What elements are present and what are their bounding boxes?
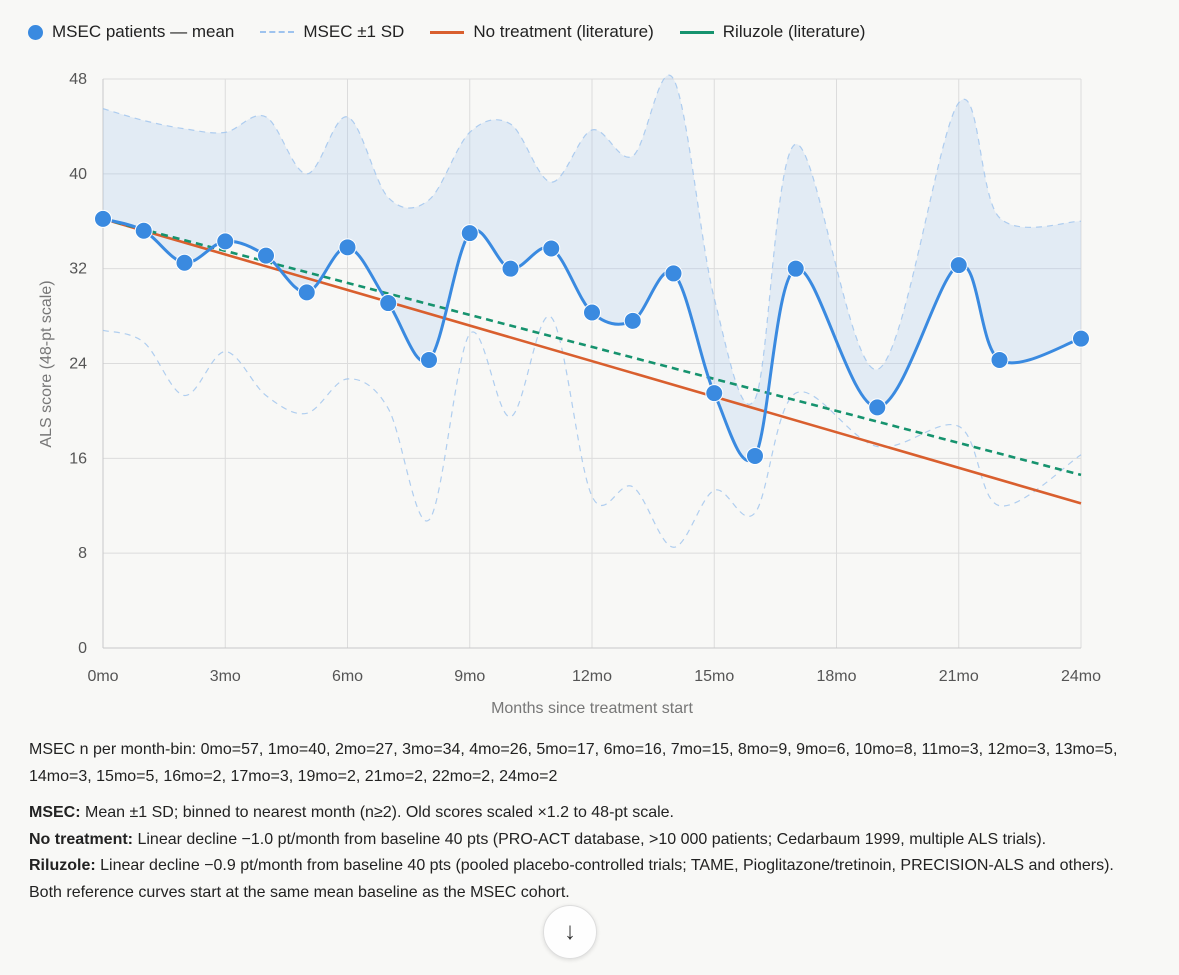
legend-label: No treatment (literature): [473, 22, 654, 41]
note-riluzole: Riluzole: Linear decline −0.9 pt/month f…: [29, 853, 1139, 880]
sd-lower-line: [102, 315, 1082, 548]
arrow-down-icon: ↓: [564, 918, 576, 945]
chart-legend: MSEC patients — mean MSEC ±1 SD No treat…: [28, 22, 865, 42]
x-tick-label: 15mo: [694, 668, 734, 685]
y-tick-label: 16: [69, 450, 87, 467]
mean-point: [134, 221, 153, 240]
note-riluzole-label: Riluzole:: [29, 857, 96, 874]
note-no-treatment: No treatment: Linear decline −1.0 pt/mon…: [29, 827, 1139, 854]
mean-point: [583, 303, 601, 322]
chart-grid: [102, 78, 1082, 649]
note-msec-label: MSEC:: [29, 804, 81, 821]
scroll-down-button[interactable]: ↓: [543, 905, 597, 959]
mean-point: [705, 384, 724, 403]
axis-ticks: 0 8 16 24 32 40 48 0mo 3mo 6mo 9mo 12mo 15mo 18mo 21mo…: [69, 71, 1101, 685]
mean-point: [990, 350, 1009, 369]
mean-point: [868, 398, 887, 417]
x-tick-label: 24mo: [1061, 668, 1101, 685]
legend-swatch-line: [430, 30, 465, 34]
mean-point: [542, 239, 561, 258]
chart-notes: MSEC n per month-bin: 0mo=57, 1mo=40, 2m…: [29, 737, 1139, 906]
x-tick-label: 21mo: [939, 668, 979, 685]
x-tick-label: 0mo: [87, 668, 118, 685]
legend-label: MSEC patients — mean: [52, 22, 235, 41]
note-msec: MSEC: Mean ±1 SD; binned to nearest mont…: [29, 800, 1139, 827]
legend-swatch-dash: [260, 31, 295, 33]
legend-swatch-line: [679, 30, 714, 34]
mean-point: [257, 246, 275, 265]
y-tick-label: 0: [78, 640, 87, 657]
mean-point: [1072, 329, 1090, 348]
y-tick-label: 32: [69, 261, 87, 278]
mean-point: [949, 256, 968, 275]
mean-point: [420, 350, 438, 369]
legend-item-msec-sd[interactable]: MSEC ±1 SD: [260, 22, 404, 42]
legend-item-riluzole[interactable]: Riluzole (literature): [679, 22, 866, 42]
mean-point: [297, 283, 316, 302]
mean-point: [623, 311, 642, 330]
x-tick-label: 12mo: [572, 668, 612, 685]
y-tick-label: 8: [78, 545, 87, 562]
mean-point: [175, 253, 194, 272]
mean-point: [379, 294, 398, 313]
sd-band-fill: [103, 75, 1081, 461]
note-footer: Both reference curves start at the same …: [29, 883, 570, 901]
mean-point: [786, 259, 805, 278]
mean-series: [94, 209, 1090, 465]
x-tick-label: 6mo: [332, 668, 363, 685]
sd-band: [102, 74, 1082, 548]
legend-swatch-dot: [28, 24, 43, 40]
mean-point: [338, 238, 357, 257]
x-tick-label: 9mo: [454, 668, 485, 685]
mean-point: [664, 264, 683, 283]
mean-point: [746, 446, 764, 465]
legend-label: Riluzole (literature): [722, 22, 866, 41]
legend-item-no-treatment[interactable]: No treatment (literature): [430, 22, 654, 42]
legend-item-msec-mean[interactable]: MSEC patients — mean: [28, 22, 234, 42]
note-no-treatment-text: Linear decline −1.0 pt/month from baseli…: [133, 830, 1047, 848]
x-axis-label: Months since treatment start: [491, 700, 693, 717]
note-msec-text: Mean ±1 SD; binned to nearest month (n≥2…: [80, 804, 674, 821]
y-tick-label: 24: [69, 356, 87, 373]
x-tick-label: 3mo: [210, 668, 241, 685]
no-treatment-line: [102, 217, 1082, 505]
y-tick-label: 40: [69, 166, 87, 183]
mean-point: [460, 224, 479, 243]
note-no-treatment-label: No treatment:: [29, 830, 134, 848]
als-score-chart: 0 8 16 24 32 40 48 0mo 3mo 6mo 9mo 12mo 15mo 18mo 21mo…: [38, 71, 1101, 717]
note-riluzole-text: Linear decline −0.9 pt/month from baseli…: [95, 857, 1114, 874]
mean-point: [501, 259, 520, 278]
mean-point: [216, 232, 235, 251]
x-tick-label: 18mo: [816, 668, 856, 685]
y-tick-label: 48: [69, 71, 87, 88]
y-axis-label: ALS score (48-pt scale): [38, 280, 55, 447]
legend-label: MSEC ±1 SD: [303, 22, 405, 41]
mean-point: [94, 209, 112, 228]
n-per-bin-text: MSEC n per month-bin: 0mo=57, 1mo=40, 2m…: [29, 741, 1118, 785]
